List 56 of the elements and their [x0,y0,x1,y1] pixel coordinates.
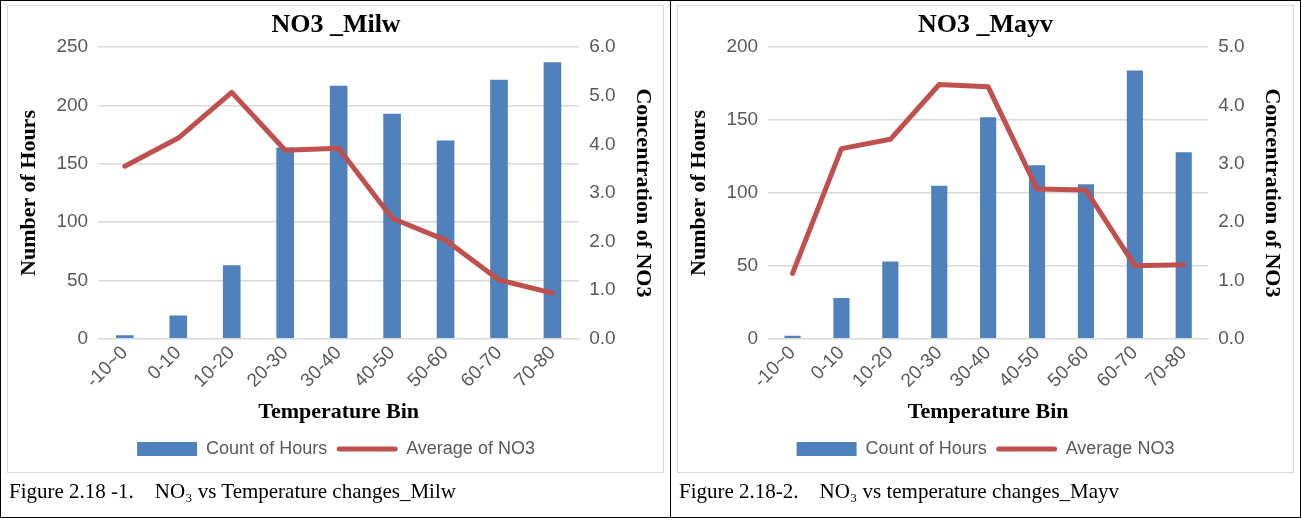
y-tick-label: 150 [56,152,89,174]
y2-tick-label: 5.0 [589,84,616,106]
bar [833,297,850,338]
y2-tick-label: 2.0 [1218,210,1245,232]
y2-tick-label: 3.0 [589,181,616,203]
bar [436,140,455,338]
chart-title: NO3 _Milw [271,9,401,39]
y2-axis-title: Concentration of NO3 [1261,88,1287,298]
y2-tick-label: 5.0 [1218,35,1245,57]
caption: Figure 2.18-2. NO₃ vs temperature changes_Mayv [678,478,1121,504]
legend-label: Count of Hours [206,437,328,458]
y-axis-title: Number of Hours [684,109,710,276]
y2-tick-label: 4.0 [589,132,616,154]
x-axis-title: Temperature Bin [907,398,1069,424]
y2-tick-label: 0.0 [1218,326,1245,348]
bar [329,85,348,338]
y-tick-label: 150 [726,108,759,130]
legend-label: Average of NO3 [406,437,535,458]
y-tick-label: 200 [56,93,89,115]
y-tick-label: 200 [726,35,759,57]
y2-axis-title: Concentration of NO3 [632,88,658,298]
bar [276,147,295,338]
y2-tick-label: 3.0 [1218,152,1245,174]
bar [980,117,997,338]
y-tick-label: 50 [736,254,759,276]
bar [1175,152,1192,338]
bar [543,62,562,338]
bar [383,113,401,338]
bar [116,335,134,338]
y2-tick-label: 6.0 [589,35,616,57]
y-tick-label: 50 [66,268,89,290]
bar [169,315,188,338]
bar [222,265,241,338]
bar [784,335,801,338]
y-tick-label: 250 [56,35,89,57]
y2-tick-label: 4.0 [1218,93,1245,115]
y-tick-label: 100 [56,210,89,232]
bar [490,79,508,338]
y-axis-title: Number of Hours [14,109,40,276]
legend-label: Count of Hours [865,437,987,458]
legend-label: Average NO3 [1065,437,1175,458]
y-tick-label: 0 [77,326,89,348]
y-tick-label: 100 [726,181,759,203]
x-axis-title: Temperature Bin [258,398,420,424]
chart-title: NO3 _Mayv [917,9,1054,39]
bar [1126,70,1143,338]
bar [1077,184,1095,338]
y-tick-label: 0 [747,326,759,348]
caption: Figure 2.18 -1. NO₃ vs Temperature changes_Milw [8,478,457,504]
bar [1028,165,1046,338]
bar [882,261,899,338]
y2-tick-label: 1.0 [589,278,616,300]
y2-tick-label: 0.0 [589,326,616,348]
bar [931,185,948,338]
y2-tick-label: 2.0 [589,229,616,251]
y2-tick-label: 1.0 [1218,268,1245,290]
